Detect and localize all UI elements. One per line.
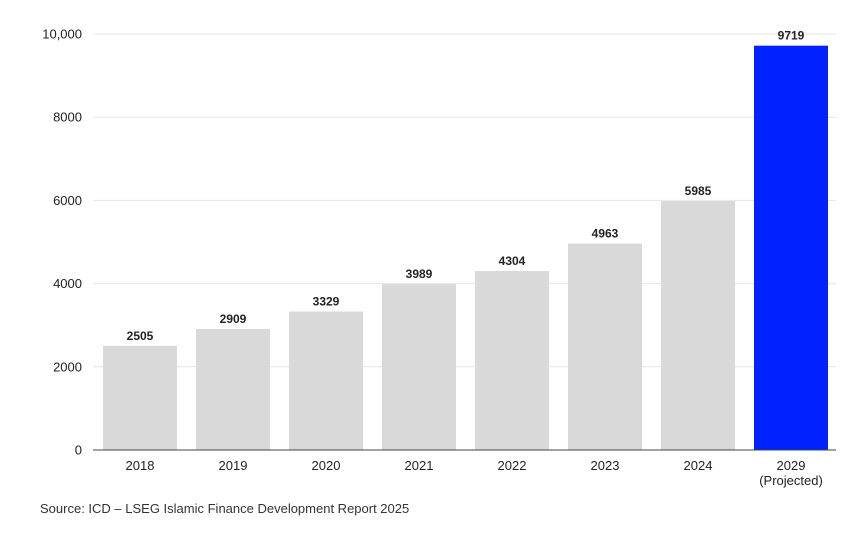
bar: [661, 201, 735, 450]
bar: [289, 311, 363, 450]
x-tick-label: 2024: [684, 458, 713, 473]
y-tick-label: 4000: [53, 276, 82, 291]
bar-value-label: 3329: [313, 295, 340, 309]
x-tick-label: 2018: [126, 458, 155, 473]
bar-projected: [754, 45, 828, 450]
bar: [475, 270, 549, 450]
bar-value-label: 5985: [685, 184, 712, 198]
bar: [103, 345, 177, 450]
bar-value-label: 4963: [592, 227, 619, 241]
bar-value-label: 2505: [127, 329, 154, 343]
y-tick-label: 0: [75, 443, 82, 458]
x-tick-label: 2029: [777, 458, 806, 473]
bar-value-label: 9719: [778, 29, 805, 43]
bar: [568, 243, 642, 450]
y-tick-label: 8000: [53, 110, 82, 125]
x-tick-label: 2021: [405, 458, 434, 473]
bar: [196, 328, 270, 450]
bar: [382, 284, 456, 450]
y-tick-label: 2000: [53, 359, 82, 374]
y-tick-label: 6000: [53, 193, 82, 208]
y-tick-label: 10,000: [42, 27, 82, 42]
bar-value-label: 3989: [406, 267, 433, 281]
source-note: Source: ICD – LSEG Islamic Finance Devel…: [40, 501, 410, 516]
x-tick-label: 2022: [498, 458, 527, 473]
x-tick-label: 2023: [591, 458, 620, 473]
bar-value-label: 4304: [499, 254, 526, 268]
bar-value-label: 2909: [220, 312, 247, 326]
x-tick-label: 2019: [219, 458, 248, 473]
x-tick-label: (Projected): [759, 473, 823, 488]
x-tick-label: 2020: [312, 458, 341, 473]
